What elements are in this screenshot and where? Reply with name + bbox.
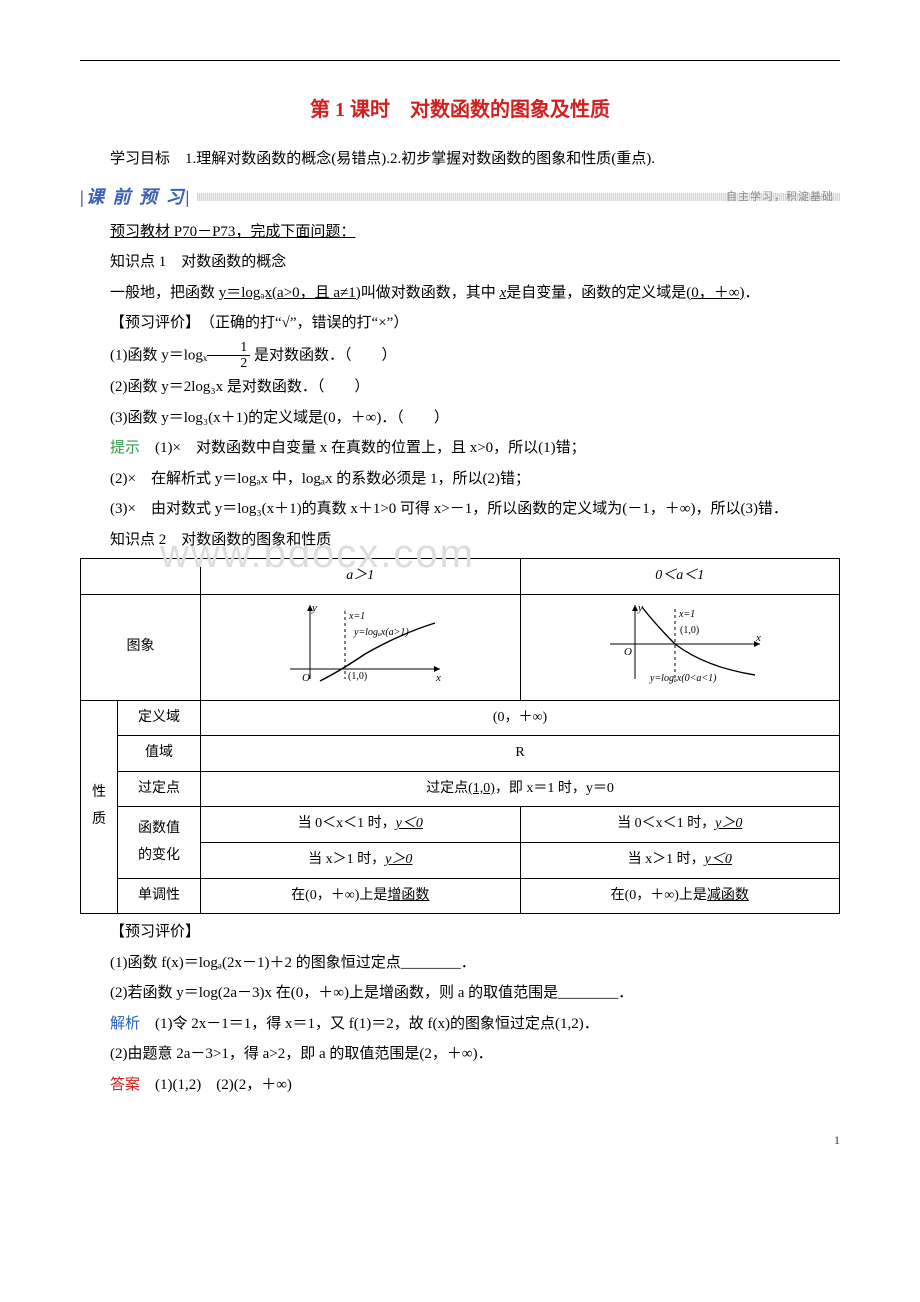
svg-text:x: x (435, 672, 441, 684)
kp1-pre: 一般地，把函数 (110, 285, 219, 301)
log-graph-decreasing-icon: O y x x=1 (1,0) y=logₐx(0<a<1) (590, 599, 770, 685)
graph-a-lt-1: O y x x=1 (1,0) y=logₐx(0<a<1) (520, 595, 840, 701)
val-l2: 的变化 (138, 848, 180, 863)
hint-1: 提示 (1)× 对数函数中自变量 x 在真数的位置上，且 x>0，所以(1)错； (80, 434, 840, 463)
question-2: (2)函数 y＝2log₃x 是对数函数．（ ） (80, 373, 840, 402)
svg-text:(1,0): (1,0) (680, 625, 699, 636)
answer-line: 答案 (1)(1,2) (2)(2，＋∞) (80, 1071, 840, 1100)
cell-gt1-a: 当 0＜x＜1 时，y＜0 (201, 807, 521, 843)
mg-pre: 在(0，＋∞)上是 (291, 888, 387, 903)
log-graph-increasing-icon: O y x x=1 y=logₐx(a>1) (1,0) (270, 599, 450, 685)
kp1-mid: 叫做对数函数，其中 (361, 285, 500, 301)
kp1-heading: 知识点 1 对数函数的概念 (80, 248, 840, 277)
hint-label: 提示 (110, 440, 140, 456)
row-range-val: R (201, 736, 840, 772)
kp1-after: 是自变量，函数的定义域是 (506, 285, 686, 301)
question-3: (3)函数 y＝log₃(x＋1)的定义域是(0，＋∞)．（ ） (80, 404, 840, 433)
svg-text:y=logₐx(0<a<1): y=logₐx(0<a<1) (649, 673, 717, 684)
row-domain-label: 定义域 (118, 700, 201, 736)
properties-table: a＞1 0＜a＜1 图象 O y x x=1 y=logₐx(a>1) (1,0… (80, 558, 840, 914)
hint1-text: (1)× 对数函数中自变量 x 在真数的位置上，且 x>0，所以(1)错； (140, 440, 586, 456)
col-a-gt-1: a＞1 (201, 559, 521, 595)
gt1a-u: y＜0 (396, 816, 423, 831)
pe2-q1: (1)函数 f(x)＝logₐ(2x－1)＋2 的图象恒过定点________． (80, 949, 840, 978)
lt1a-pre: 当 0＜x＜1 时， (617, 816, 715, 831)
page-number: 1 (80, 1129, 840, 1152)
preview-instruction: 预习教材 P70－P73，完成下面问题： (80, 218, 840, 247)
graph-a-gt-1: O y x x=1 y=logₐx(a>1) (1,0) (201, 595, 521, 701)
cell-lt1-b: 当 x＞1 时，y＜0 (520, 843, 840, 879)
section-preclass: |课 前 预 习| 自主学习，积淀基础 (80, 180, 840, 214)
mono-gt1: 在(0，＋∞)上是增函数 (201, 878, 521, 914)
frac-den: 2 (207, 356, 250, 371)
question-1: (1)函数 y＝logₓ12 是对数函数．（ ） (80, 340, 840, 372)
q1-pre: (1)函数 (110, 347, 161, 363)
mg-u: 增函数 (387, 888, 429, 903)
row-fixed-label: 过定点 (118, 771, 201, 807)
frac-num: 1 (207, 340, 250, 356)
row-val-label: 函数值 的变化 (118, 807, 201, 878)
analysis1-text: (1)令 2x－1＝1，得 x＝1，又 f(1)＝2，故 f(x)的图象恒过定点… (140, 1016, 599, 1032)
vcat-properties: 性质 (81, 700, 118, 914)
preview-instruction-text: 预习教材 P70－P73，完成下面问题： (110, 224, 355, 240)
gt1b-pre: 当 x＞1 时， (308, 852, 385, 867)
ml-pre: 在(0，＋∞)上是 (611, 888, 707, 903)
fixed-pt: (1,0) (468, 781, 495, 796)
row-graph-label: 图象 (81, 595, 201, 701)
kp2-heading: 知识点 2 对数函数的图象和性质 (110, 532, 331, 548)
gt1a-pre: 当 0＜x＜1 时， (298, 816, 396, 831)
analysis-2: (2)由题意 2a－3>1，得 a>2，即 a 的取值范围是(2，＋∞)． (80, 1040, 840, 1069)
kp1-end: ． (744, 285, 759, 301)
pe2-q2: (2)若函数 y＝log(2a－3)x 在(0，＋∞)上是增函数，则 a 的取值… (80, 979, 840, 1008)
preview-eval-label: 【预习评价】 （正确的打“√”，错误的打“×”） (80, 309, 840, 338)
fixed-pre: 过定点 (426, 781, 468, 796)
analysis-label: 解析 (110, 1016, 140, 1032)
fixed-post: ，即 x＝1 时，y＝0 (495, 781, 614, 796)
hint-3: (3)× 由对数式 y＝log₃(x＋1)的真数 x＋1>0 可得 x>－1，所… (80, 495, 840, 524)
lt1b-pre: 当 x＞1 时， (628, 852, 705, 867)
cell-gt1-b: 当 x＞1 时，y＞0 (201, 843, 521, 879)
svg-text:O: O (624, 646, 632, 658)
svg-text:O: O (302, 672, 310, 684)
analysis-1: 解析 (1)令 2x－1＝1，得 x＝1，又 f(1)＝2，故 f(x)的图象恒… (80, 1010, 840, 1039)
cell-blank (81, 559, 201, 595)
row-fixed-val: 过定点(1,0)，即 x＝1 时，y＝0 (201, 771, 840, 807)
col-a-lt-1: 0＜a＜1 (520, 559, 840, 595)
answer-text: (1)(1,2) (2)(2，＋∞) (140, 1077, 292, 1093)
q1-lead: y＝logₓ (161, 347, 207, 363)
kp1-domain: (0，＋∞) (686, 285, 744, 301)
section-bar-text: 自主学习，积淀基础 (726, 187, 834, 208)
row-domain-val: (0，＋∞) (201, 700, 840, 736)
top-rule (80, 60, 840, 61)
q1-mid: 是对数函数．（ ） (250, 347, 396, 363)
ml-u: 减函数 (707, 888, 749, 903)
learning-objective: 学习目标 1.理解对数函数的概念(易错点).2.初步掌握对数函数的图象和性质(重… (80, 145, 840, 174)
hint-2: (2)× 在解析式 y＝logₐx 中，logₐx 的系数必须是 1，所以(2)… (80, 465, 840, 494)
fraction-half: 12 (207, 340, 250, 372)
svg-text:(1,0): (1,0) (348, 671, 367, 682)
mono-lt1: 在(0，＋∞)上是减函数 (520, 878, 840, 914)
lt1b-u: y＜0 (705, 852, 732, 867)
row-range-label: 值域 (118, 736, 201, 772)
lesson-title: 第 1 课时 对数函数的图象及性质 (80, 91, 840, 129)
cell-lt1-a: 当 0＜x＜1 时，y＞0 (520, 807, 840, 843)
lt1a-u: y＞0 (715, 816, 742, 831)
section-bar: 自主学习，积淀基础 (197, 193, 840, 201)
preview-eval-2-label: 【预习评价】 (80, 918, 840, 947)
kp1-body: 一般地，把函数 y＝logₐx(a>0，且 a≠1)叫做对数函数，其中 x是自变… (80, 279, 840, 308)
svg-text:y=logₐx(a>1): y=logₐx(a>1) (353, 627, 409, 638)
kp1-formula: y＝logₐx(a>0，且 a≠1) (219, 285, 361, 301)
svg-text:y: y (637, 602, 643, 614)
svg-text:x=1: x=1 (348, 611, 365, 622)
row-mono-label: 单调性 (118, 878, 201, 914)
svg-text:x: x (755, 632, 761, 644)
svg-text:x=1: x=1 (678, 609, 695, 620)
gt1b-u: y＞0 (385, 852, 412, 867)
section-label: |课 前 预 习| (80, 180, 191, 214)
kp2-heading-row: www.bdocx.com 知识点 2 对数函数的图象和性质 (80, 526, 840, 555)
val-l1: 函数值 (138, 821, 180, 836)
answer-label: 答案 (110, 1077, 140, 1093)
svg-text:y: y (311, 602, 317, 614)
